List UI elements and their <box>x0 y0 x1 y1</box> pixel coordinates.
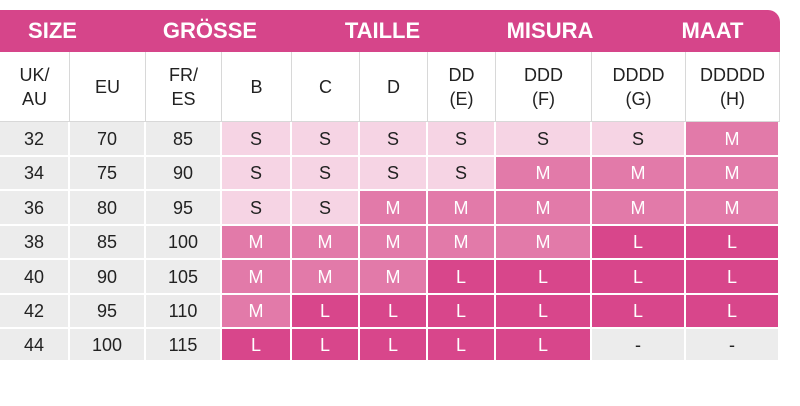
size-cell: 80 <box>70 191 146 226</box>
size-cell: 110 <box>146 295 222 329</box>
cup-size-cell: S <box>222 191 292 226</box>
cup-size-cell: L <box>592 295 686 329</box>
size-cell: 95 <box>70 295 146 329</box>
cup-size-cell: L <box>428 329 496 362</box>
cup-size-cell: M <box>222 295 292 329</box>
column-header: D <box>360 52 428 122</box>
size-cell: 90 <box>70 260 146 295</box>
cup-size-cell: L <box>292 295 360 329</box>
cup-size-cell: S <box>428 157 496 191</box>
cup-size-cell: M <box>496 226 592 260</box>
cup-size-cell: L <box>686 260 780 295</box>
header-bar <box>0 10 780 52</box>
size-cell: 42 <box>0 295 70 329</box>
cup-size-cell: L <box>360 295 428 329</box>
size-cell: 75 <box>70 157 146 191</box>
cup-size-cell: M <box>686 122 780 157</box>
cup-size-cell: S <box>428 122 496 157</box>
cup-size-cell: L <box>428 295 496 329</box>
size-cell: 34 <box>0 157 70 191</box>
cup-size-cell: L <box>360 329 428 362</box>
size-cell: 105 <box>146 260 222 295</box>
cup-size-cell: M <box>686 191 780 226</box>
size-cell: 85 <box>70 226 146 260</box>
cup-size-cell: S <box>592 122 686 157</box>
group-label: MISURA <box>506 18 594 43</box>
cup-size-cell: S <box>222 122 292 157</box>
size-cell: 32 <box>0 122 70 157</box>
size-cell: 115 <box>146 329 222 362</box>
cup-size-cell: S <box>360 122 428 157</box>
cup-size-cell: M <box>496 191 592 226</box>
column-header: DDDDD (H) <box>686 52 780 122</box>
cup-size-cell: S <box>496 122 592 157</box>
size-cell: 100 <box>70 329 146 362</box>
cup-size-cell: L <box>292 329 360 362</box>
cup-size-cell: M <box>360 191 428 226</box>
cup-size-cell: L <box>496 260 592 295</box>
cup-size-cell: S <box>360 157 428 191</box>
cup-size-cell: - <box>686 329 780 362</box>
size-cell: 36 <box>0 191 70 226</box>
size-cell: 95 <box>146 191 222 226</box>
cup-size-cell: M <box>222 260 292 295</box>
cup-size-cell: L <box>222 329 292 362</box>
column-header: UK/ AU <box>0 52 70 122</box>
cup-size-cell: L <box>592 260 686 295</box>
cup-size-cell: L <box>686 295 780 329</box>
size-cell: 90 <box>146 157 222 191</box>
cup-size-cell: S <box>292 191 360 226</box>
cup-size-cell: M <box>592 191 686 226</box>
size-cell: 40 <box>0 260 70 295</box>
column-header: B <box>222 52 292 122</box>
size-cell: 70 <box>70 122 146 157</box>
group-label: MAAT <box>681 18 744 43</box>
column-header: DDD (F) <box>496 52 592 122</box>
column-header: FR/ ES <box>146 52 222 122</box>
group-label: SIZE <box>28 18 77 43</box>
size-cell: 44 <box>0 329 70 362</box>
cup-size-cell: M <box>360 260 428 295</box>
cup-size-cell: M <box>428 226 496 260</box>
cup-size-cell: L <box>496 329 592 362</box>
cup-size-cell: S <box>292 157 360 191</box>
cup-size-cell: M <box>292 260 360 295</box>
cup-size-cell: M <box>686 157 780 191</box>
column-header: DDDD (G) <box>592 52 686 122</box>
cup-size-cell: M <box>496 157 592 191</box>
cup-size-cell: M <box>292 226 360 260</box>
column-header: C <box>292 52 360 122</box>
size-cell: 38 <box>0 226 70 260</box>
cup-size-cell: M <box>222 226 292 260</box>
cup-size-cell: L <box>592 226 686 260</box>
cup-size-cell: M <box>428 191 496 226</box>
cup-size-cell: - <box>592 329 686 362</box>
column-header: DD (E) <box>428 52 496 122</box>
cup-size-cell: M <box>360 226 428 260</box>
cup-size-cell: S <box>292 122 360 157</box>
size-cell: 100 <box>146 226 222 260</box>
cup-size-cell: M <box>592 157 686 191</box>
column-header: EU <box>70 52 146 122</box>
cup-size-cell: L <box>686 226 780 260</box>
cup-size-cell: L <box>428 260 496 295</box>
size-cell: 85 <box>146 122 222 157</box>
group-label: GRÖSSE <box>162 18 258 43</box>
cup-size-cell: L <box>496 295 592 329</box>
group-label: TAILLE <box>344 18 421 43</box>
cup-size-cell: S <box>222 157 292 191</box>
